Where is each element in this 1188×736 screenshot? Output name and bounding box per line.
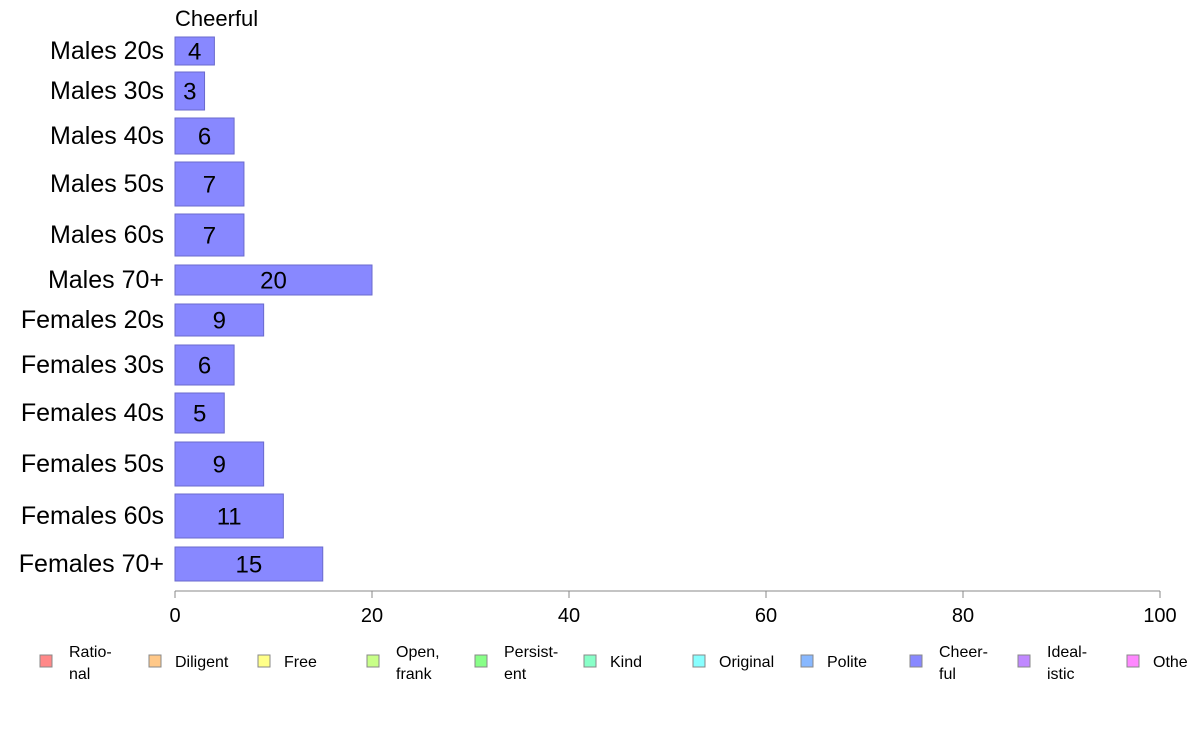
- legend-label: Other: [1153, 654, 1188, 671]
- category-label: Males 70+: [48, 266, 164, 294]
- bar-value-label: 9: [213, 452, 226, 479]
- legend-swatch: [909, 654, 923, 668]
- category-label: Females 20s: [21, 306, 164, 334]
- bar-value-label: 15: [236, 552, 263, 579]
- bar: [174, 303, 265, 337]
- category-label: Females 70+: [19, 550, 164, 578]
- legend-swatch: [800, 654, 814, 668]
- category-label: Males 50s: [50, 170, 164, 198]
- bar: [174, 117, 235, 155]
- legend-swatch: [583, 654, 597, 668]
- bar: [174, 36, 215, 66]
- legend-label: Persist-: [504, 644, 558, 661]
- legend-label: Kind: [610, 654, 642, 671]
- legend-swatch: [1126, 654, 1140, 668]
- legend-label: Diligent: [175, 654, 229, 671]
- bar: [174, 546, 324, 582]
- legend-swatch: [148, 654, 162, 668]
- x-tick-label: 0: [169, 605, 180, 627]
- x-tick-label: 40: [558, 605, 580, 627]
- x-tick-label: 60: [755, 605, 777, 627]
- bar: [174, 441, 265, 487]
- category-label: Males 60s: [50, 221, 164, 249]
- legend-label: Ideal-: [1047, 644, 1087, 661]
- category-label: Females 40s: [21, 399, 164, 427]
- bar: [174, 264, 373, 296]
- category-label: Males 20s: [50, 37, 164, 65]
- legend-label: Free: [284, 654, 317, 671]
- bar-value-label: 20: [260, 268, 287, 295]
- legend-label: nal: [69, 666, 90, 683]
- chart-title: Cheerful: [175, 6, 259, 31]
- category-label: Males 40s: [50, 122, 164, 150]
- legend-swatch: [474, 654, 488, 668]
- legend-label: Original: [719, 654, 774, 671]
- bar: [174, 161, 245, 207]
- legend-label: Open,: [396, 644, 440, 661]
- legend-swatch: [366, 654, 380, 668]
- legend-swatch: [257, 654, 271, 668]
- legend-swatch: [692, 654, 706, 668]
- legend-label: ful: [939, 666, 956, 683]
- bar-value-label: 5: [193, 401, 206, 428]
- bar: [174, 344, 235, 386]
- bar-value-label: 3: [183, 79, 196, 106]
- bar-value-label: 11: [217, 504, 242, 531]
- bar: [174, 392, 225, 434]
- legend-label: Cheer-: [939, 644, 988, 661]
- x-tick-label: 20: [361, 605, 383, 627]
- category-label: Females 50s: [21, 450, 164, 478]
- legend-label: Polite: [827, 654, 867, 671]
- legend-label: istic: [1047, 666, 1075, 683]
- bar-value-label: 6: [198, 353, 211, 380]
- legend-label: frank: [396, 666, 433, 683]
- legend-swatch: [1017, 654, 1031, 668]
- bar-value-label: 7: [203, 172, 216, 199]
- bar-value-label: 4: [188, 39, 201, 66]
- bar-value-label: 7: [203, 223, 216, 250]
- bar: [174, 493, 284, 539]
- category-label: Males 30s: [50, 77, 164, 105]
- category-label: Females 30s: [21, 351, 164, 379]
- x-tick-label: 80: [952, 605, 974, 627]
- bar: [174, 71, 206, 111]
- legend-label: ent: [504, 666, 527, 683]
- x-tick-label: 100: [1143, 605, 1176, 627]
- category-label: Females 60s: [21, 502, 164, 530]
- bar: [174, 213, 245, 257]
- legend-label: Ratio-: [69, 644, 112, 661]
- legend-swatch: [39, 654, 53, 668]
- bar-value-label: 6: [198, 124, 211, 151]
- bar-value-label: 9: [213, 308, 226, 335]
